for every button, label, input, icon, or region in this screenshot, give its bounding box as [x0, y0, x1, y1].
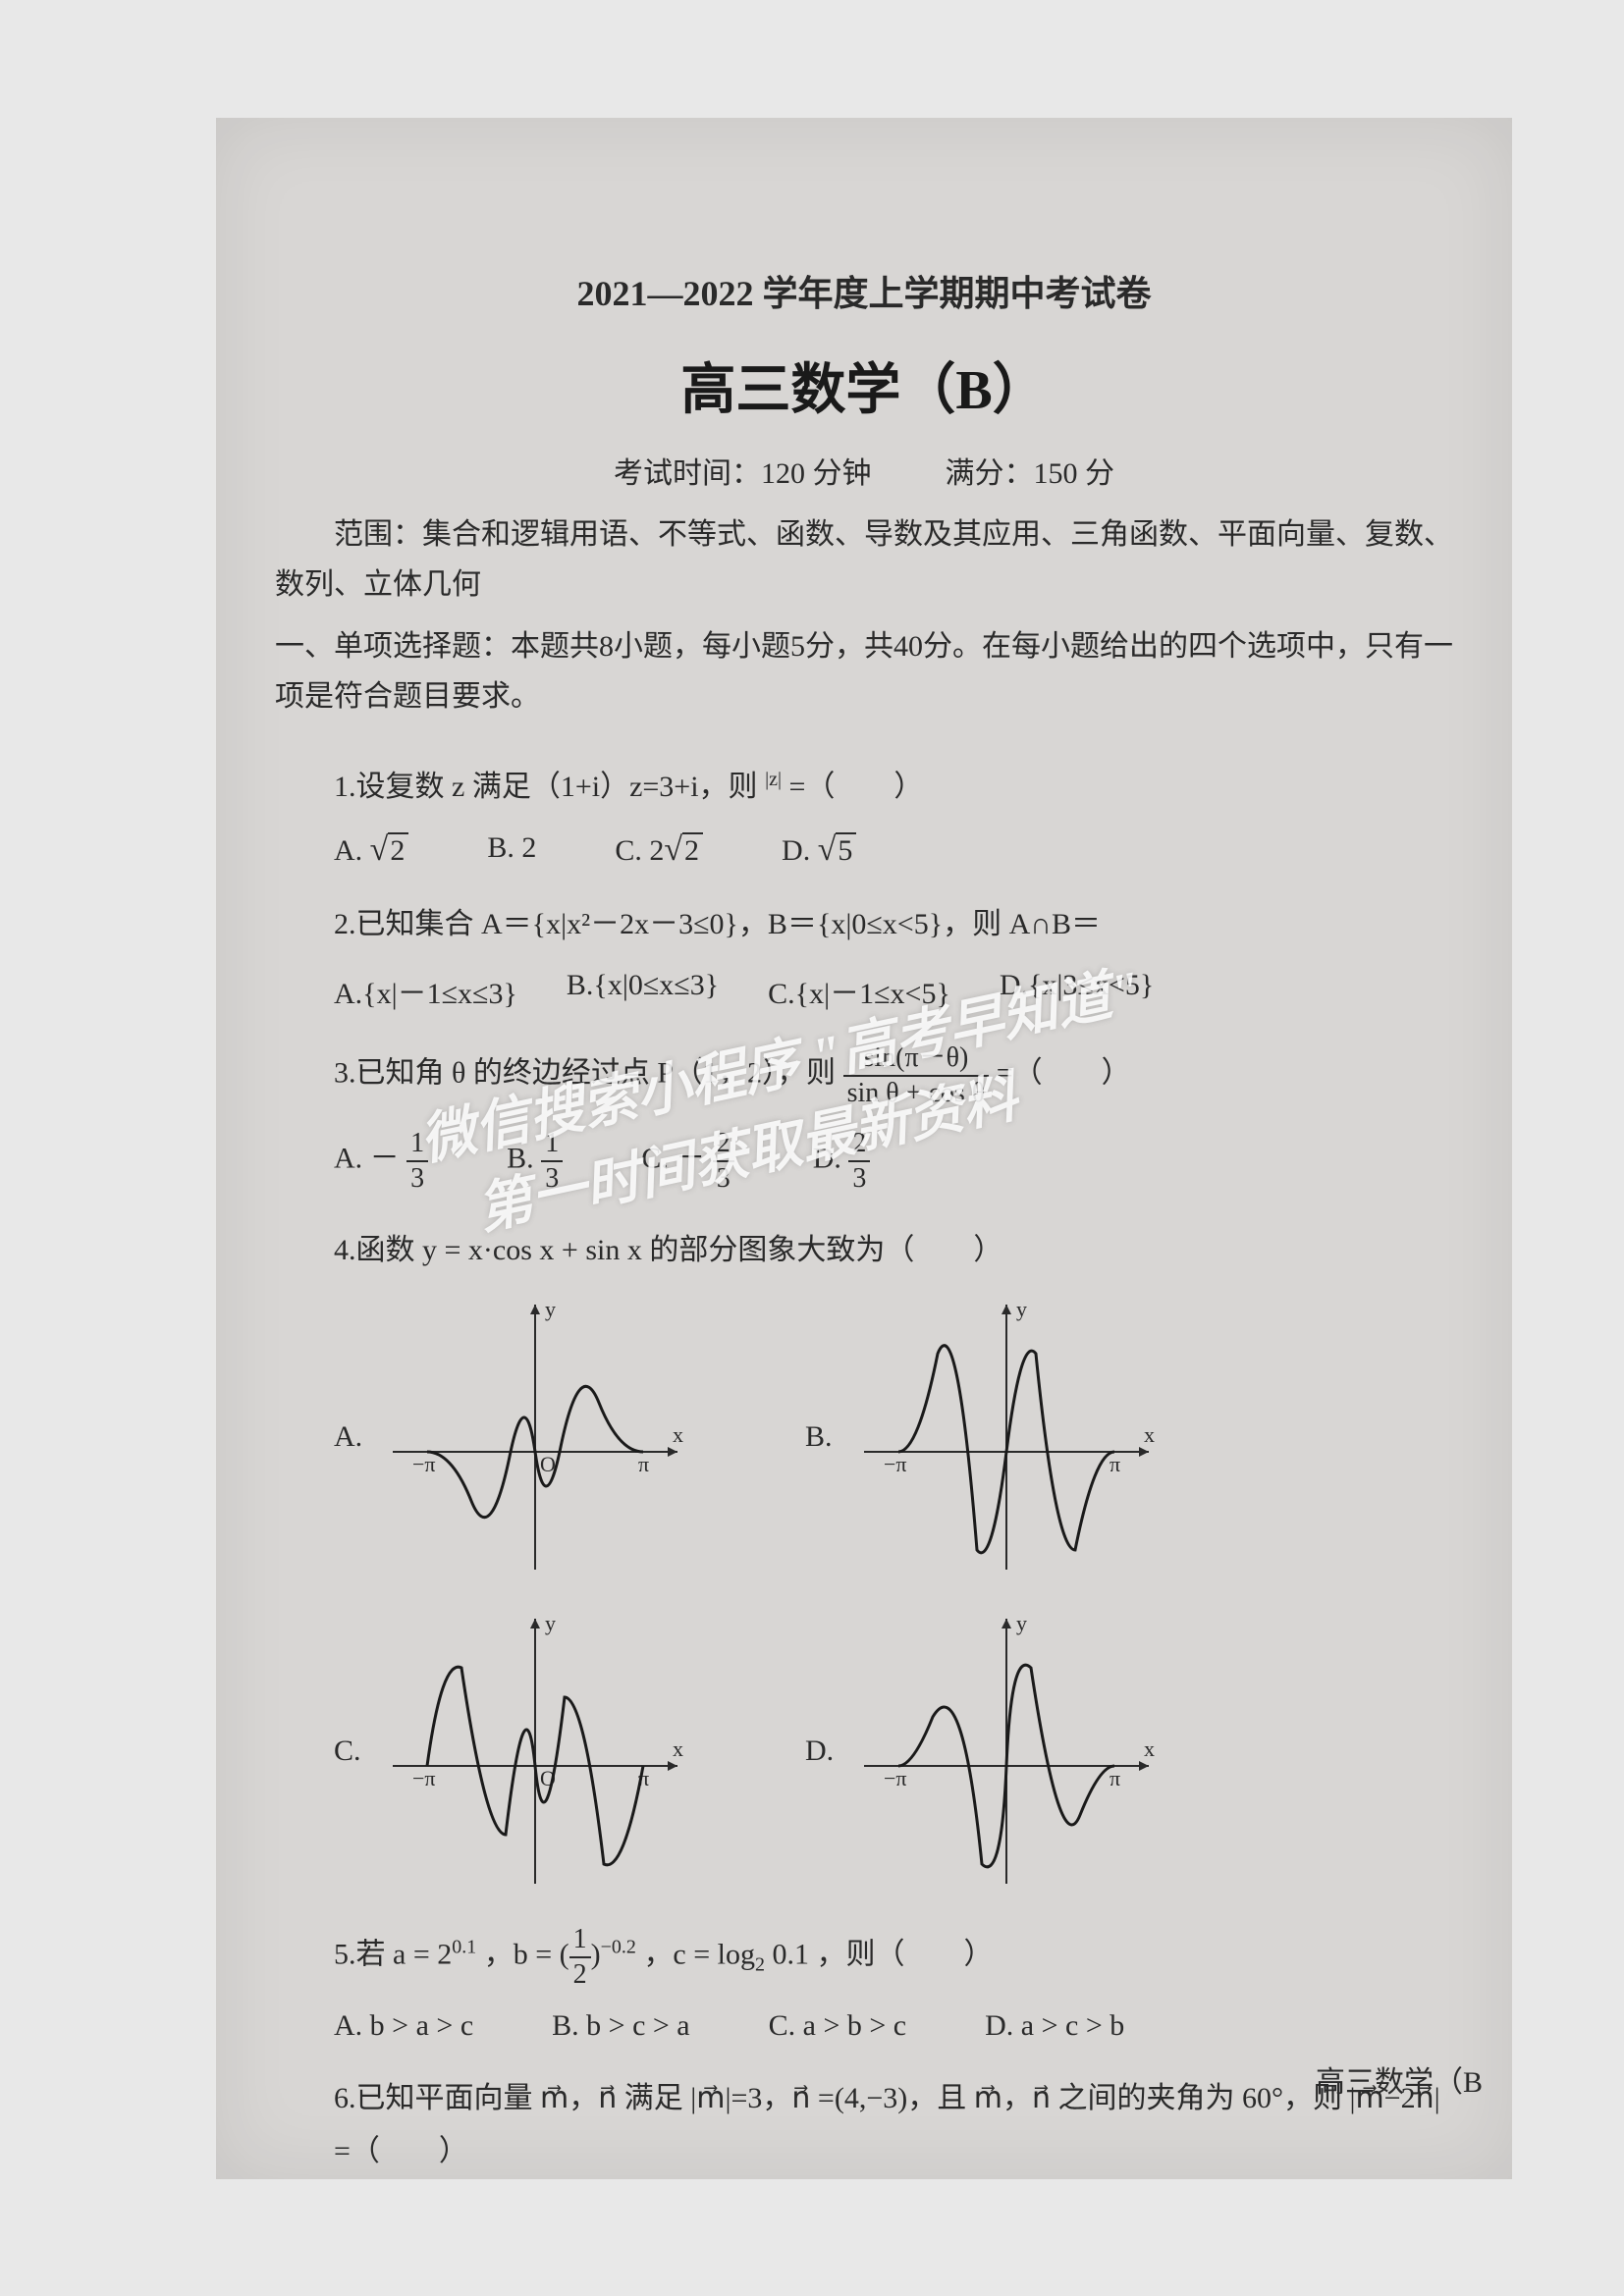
q4-label-A: A. — [334, 1420, 373, 1454]
q4-label-D: D. — [805, 1735, 844, 1768]
svg-text:x: x — [673, 1736, 683, 1761]
svg-text:−π: −π — [884, 1452, 907, 1476]
q5-option-D: D. a > c > b — [985, 2009, 1124, 2043]
q3-option-B: B. 13 — [507, 1127, 563, 1195]
q1-option-C: C. 22 — [615, 831, 703, 869]
q4-label-B: B. — [805, 1420, 844, 1454]
q2-option-D: D.{x|3≤x<5} — [1000, 969, 1154, 1012]
q2-option-C: C.{x|－1≤x<5} — [768, 969, 950, 1012]
svg-text:y: y — [545, 1611, 556, 1635]
question-4-row-1: A. −π π x y O B. −π π — [275, 1295, 1453, 1579]
q3-option-C: C. － 23 — [641, 1127, 734, 1195]
section-intro: 一、单项选择题：本题共8小题，每小题5分，共40分。在每小题给出的四个选项中，只… — [275, 621, 1453, 721]
q3-option-D: D. 23 — [813, 1127, 871, 1195]
question-6: 6.已知平面向量 m⃗，n⃗ 满足 |m⃗|=3，n⃗ =(4,−3)，且 m⃗… — [275, 2072, 1453, 2178]
q4-graph-D: −π π x y — [854, 1609, 1159, 1894]
exam-info: 考试时间：120 分钟 满分：150 分 — [275, 449, 1453, 492]
svg-text:y: y — [1016, 1611, 1027, 1635]
q5-option-C: C. a > b > c — [769, 2009, 906, 2043]
year-title: 2021—2022 学年度上学期期中考试卷 — [275, 265, 1453, 316]
svg-text:y: y — [1016, 1297, 1027, 1321]
exam-page: 2021—2022 学年度上学期期中考试卷 高三数学（B） 考试时间：120 分… — [216, 118, 1512, 2179]
question-2: 2.已知集合 A＝{x|x²－2x－3≤0}，B＝{x|0≤x<5}，则 A∩B… — [275, 898, 1453, 951]
q1-option-A: A. 2 — [334, 831, 408, 869]
svg-text:−π: −π — [412, 1452, 436, 1476]
full-score: 满分：150 分 — [946, 457, 1115, 490]
svg-text:π: π — [638, 1452, 649, 1476]
question-3: 3.已知角 θ 的终边经过点 P（1，2），则 sin(π－θ) sin θ +… — [275, 1041, 1453, 1109]
question-1: 1.设复数 z 满足（1+i）z=3+i，则 |z| =（ ） — [275, 761, 1453, 814]
question-3-options: A. － 13 B. 13 C. － 23 D. 23 — [275, 1127, 1453, 1195]
q2-option-B: B.{x|0≤x≤3} — [567, 969, 719, 1012]
page-footer: 高三数学（B — [1316, 2057, 1483, 2101]
exam-scope: 范围：集合和逻辑用语、不等式、函数、导数及其应用、三角函数、平面向量、复数、数列… — [275, 509, 1453, 610]
question-4: 4.函数 y = x·cos x + sin x 的部分图象大致为（ ） — [275, 1224, 1453, 1277]
q1-option-B: B. 2 — [487, 831, 536, 869]
q3-option-A: A. － 13 — [334, 1127, 428, 1195]
q5-option-A: A. b > a > c — [334, 2009, 473, 2043]
svg-text:−π: −π — [884, 1766, 907, 1790]
q2-option-A: A.{x|－1≤x≤3} — [334, 969, 517, 1012]
svg-text:x: x — [1144, 1736, 1155, 1761]
q4-label-C: C. — [334, 1735, 373, 1768]
q5-option-B: B. b > c > a — [552, 2009, 689, 2043]
svg-text:x: x — [1144, 1422, 1155, 1447]
q4-graph-C: −π π x y O — [383, 1609, 687, 1894]
svg-text:π: π — [1110, 1766, 1120, 1790]
question-4-row-2: C. −π π x y O D. −π π — [275, 1609, 1453, 1894]
subject-title: 高三数学（B） — [275, 346, 1453, 425]
svg-text:π: π — [1110, 1452, 1120, 1476]
svg-text:−π: −π — [412, 1766, 436, 1790]
question-5-options: A. b > a > c B. b > c > a C. a > b > c D… — [275, 2009, 1453, 2043]
q1-option-D: D. 5 — [782, 831, 856, 869]
question-2-options: A.{x|－1≤x≤3} B.{x|0≤x≤3} C.{x|－1≤x<5} D.… — [275, 969, 1453, 1012]
question-5: 5.若 a = 20.1 ，b = (12)−0.2 ，c = log2 0.1… — [275, 1923, 1453, 1991]
svg-text:y: y — [545, 1297, 556, 1321]
q4-graph-B: −π π x y — [854, 1295, 1159, 1579]
svg-text:x: x — [673, 1422, 683, 1447]
exam-time: 考试时间：120 分钟 — [614, 457, 872, 490]
question-1-options: A. 2 B. 2 C. 22 D. 5 — [275, 831, 1453, 869]
q4-graph-A: −π π x y O — [383, 1295, 687, 1579]
